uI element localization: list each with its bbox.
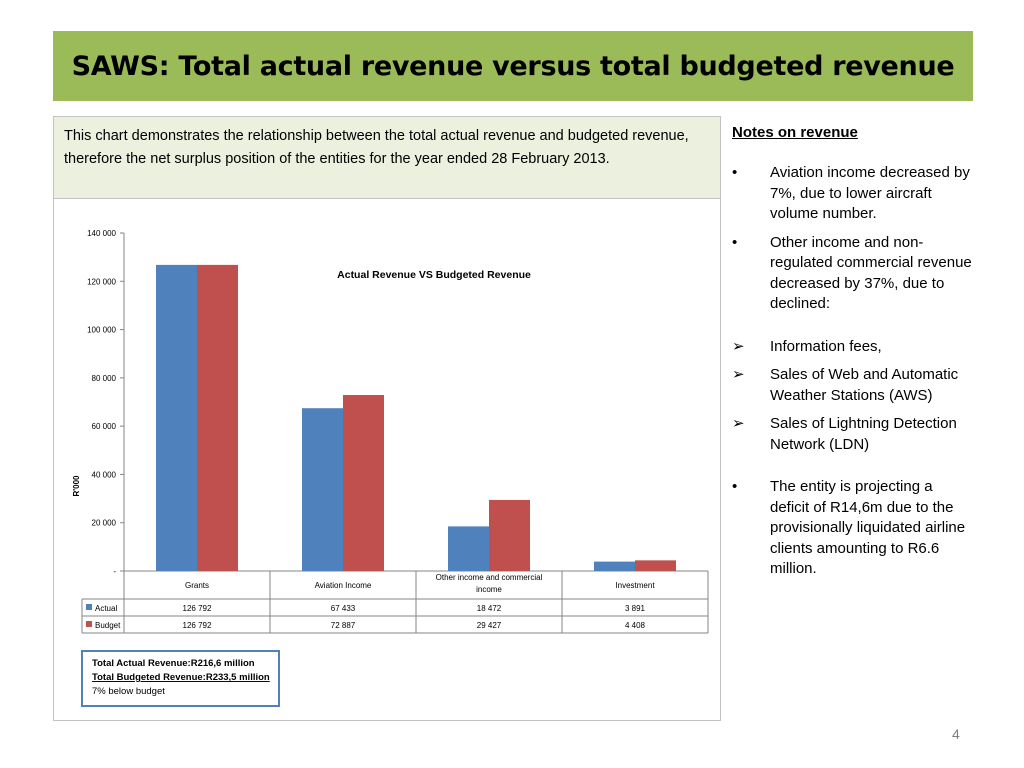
note-item: ➢ Information fees, [732, 337, 972, 358]
notes-heading: Notes on revenue [732, 124, 858, 141]
page-number: 4 [952, 726, 960, 742]
summary-actual: Total Actual Revenue:R216,6 million [92, 658, 255, 669]
bar-actual [156, 264, 197, 571]
revenue-chart: - 20 000 40 000 60 000 80 000 100 000 120 000 1… [72, 229, 709, 707]
note-text: Aviation income decreased by 7%, due to … [770, 164, 970, 222]
notes-panel: Notes on revenue • Aviation income decrea… [732, 124, 972, 580]
data-table-value: 3 891 [625, 604, 646, 613]
chart-title: Actual Revenue VS Budgeted Revenue [337, 269, 531, 281]
x-category-label: Grants [185, 581, 209, 590]
summary-box: Total Actual Revenue:R216,6 million Tota… [81, 650, 280, 707]
bullet-icon: • [732, 478, 738, 495]
note-item: • The entity is projecting a deficit of R… [732, 477, 972, 580]
data-table-value: 67 433 [331, 604, 356, 613]
y-tick-label: 100 000 [87, 326, 116, 335]
arrow-bullet-icon: ➢ [732, 337, 745, 355]
chart-frame: - 20 000 40 000 60 000 80 000 100 000 120 000 1… [53, 198, 721, 721]
note-text: Other income and non-regulated commercia… [770, 233, 972, 313]
note-item: • Other income and non-regulated commerci… [732, 233, 972, 315]
y-tick-label: 80 000 [92, 374, 117, 383]
arrow-bullet-icon: ➢ [732, 366, 745, 383]
bar-actual [594, 561, 635, 571]
summary-budget: Total Budgeted Revenue:R233,5 million [92, 672, 270, 683]
title-bar: SAWS: Total actual revenue versus total … [53, 31, 973, 101]
note-text: The entity is projecting a deficit of R1… [770, 478, 966, 577]
y-axis-label: R'000 [72, 475, 81, 497]
data-table-value: 72 887 [331, 621, 356, 630]
data-table-value: 18 472 [477, 604, 502, 613]
x-category-label: Aviation Income [315, 581, 372, 590]
note-item: ➢ Sales of Web and Automatic Weather Stat… [732, 365, 972, 406]
y-tick-label: - [113, 567, 116, 576]
note-text: Sales of Web and Automatic Weather Stati… [770, 366, 959, 404]
legend-label: Budget [95, 621, 121, 630]
y-tick-label: 40 000 [92, 470, 117, 479]
x-category-label: Investment [615, 581, 655, 590]
legend-label: Actual [95, 604, 117, 613]
note-item: • Aviation income decreased by 7%, due to… [732, 163, 972, 225]
x-category-label: Other income and commercial income [436, 573, 543, 594]
arrow-bullet-icon: ➢ [732, 415, 745, 432]
summary-variance: 7% below budget [92, 686, 165, 697]
intro-text: This chart demonstrates the relationship… [53, 116, 721, 198]
y-tick-label: 60 000 [92, 422, 117, 431]
slide-title: SAWS: Total actual revenue versus total … [71, 50, 955, 82]
bar-actual [302, 408, 343, 571]
data-table-value: 126 792 [183, 604, 212, 613]
data-table-value: 126 792 [183, 621, 212, 630]
bullet-icon: • [732, 164, 738, 181]
y-tick-label: 120 000 [87, 277, 116, 286]
bullet-icon: • [732, 233, 738, 251]
note-text: Sales of Lightning Detection Network (LD… [770, 415, 957, 453]
y-tick-label: 20 000 [92, 519, 117, 528]
bar-actual [448, 526, 489, 571]
bar-budget [489, 499, 530, 571]
note-item: ➢ Sales of Lightning Detection Network (L… [732, 414, 972, 455]
note-text: Information fees, [770, 337, 882, 355]
data-table-value: 29 427 [477, 621, 502, 630]
bar-budget [197, 264, 238, 571]
y-tick-label: 140 000 [87, 229, 116, 238]
legend-swatch-actual [86, 604, 92, 610]
legend-swatch-budget [86, 621, 92, 627]
bar-budget [343, 395, 384, 571]
data-table-value: 4 408 [625, 621, 646, 630]
bar-budget [635, 560, 676, 571]
